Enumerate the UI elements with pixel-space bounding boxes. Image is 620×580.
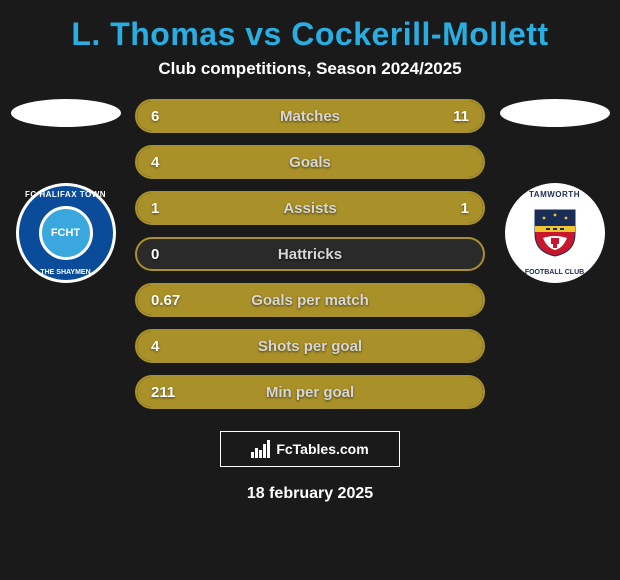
page-title: L. Thomas vs Cockerill-Mollett: [71, 16, 548, 53]
stat-label: Hattricks: [137, 246, 483, 263]
left-badge-top-text: FC HALIFAX TOWN: [19, 190, 113, 199]
stats-table: 6Matches11 4Goals 1Assists1 0Hattricks 0.67G…: [135, 99, 485, 409]
stat-label: Shots per goal: [137, 338, 483, 355]
left-club-badge: FC HALIFAX TOWN FCHT THE SHAYMEN: [16, 183, 116, 283]
right-badge-top-text: TAMWORTH: [505, 190, 605, 199]
footer-text: FcTables.com: [276, 441, 368, 457]
stat-label: Matches: [137, 108, 483, 125]
shield-icon: [533, 208, 577, 258]
right-player-ellipse: [500, 99, 610, 127]
stat-row: 0Hattricks: [135, 237, 485, 271]
stat-label: Goals per match: [137, 292, 483, 309]
stat-row: 6Matches11: [135, 99, 485, 133]
chart-icon: [251, 440, 270, 458]
stat-row: 1Assists1: [135, 191, 485, 225]
stat-label: Goals: [137, 154, 483, 171]
footer-attribution: FcTables.com: [220, 431, 400, 467]
right-badge-bottom-text: FOOTBALL CLUB: [505, 269, 605, 276]
stat-row: 0.67Goals per match: [135, 283, 485, 317]
left-badge-bottom-text: THE SHAYMEN: [19, 269, 113, 276]
stat-row: 4Goals: [135, 145, 485, 179]
stat-value-right: 1: [439, 200, 469, 217]
stat-label: Min per goal: [137, 384, 483, 401]
right-player-column: TAMWORTH: [497, 99, 612, 283]
date-label: 18 february 2025: [247, 485, 373, 503]
subtitle: Club competitions, Season 2024/2025: [158, 59, 461, 79]
stat-label: Assists: [137, 200, 483, 217]
left-player-column: FC HALIFAX TOWN FCHT THE SHAYMEN: [8, 99, 123, 283]
stat-row: 4Shots per goal: [135, 329, 485, 363]
left-badge-inner-text: FCHT: [39, 206, 93, 260]
stat-value-right: 11: [439, 108, 469, 125]
right-club-badge: TAMWORTH: [505, 183, 605, 283]
left-player-ellipse: [11, 99, 121, 127]
stat-row: 211Min per goal: [135, 375, 485, 409]
